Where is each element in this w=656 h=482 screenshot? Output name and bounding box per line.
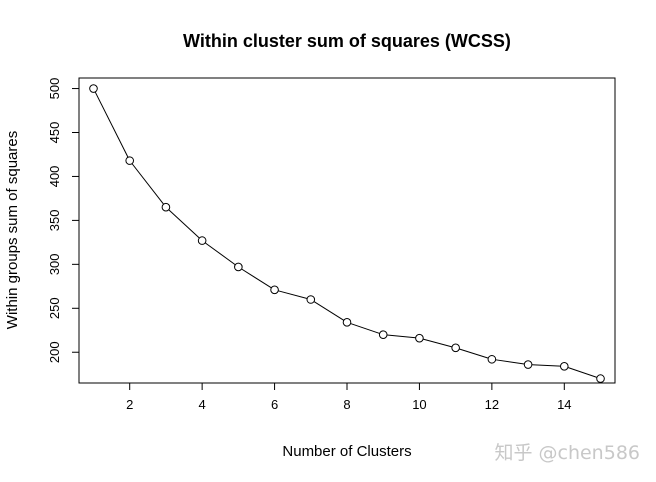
series-segment: [495, 359, 525, 365]
x-tick-label: 10: [412, 397, 426, 412]
series-segment: [278, 290, 308, 300]
watermark: 知乎 @chen586: [494, 442, 640, 464]
x-tick-label: 8: [343, 397, 350, 412]
data-point: [451, 343, 460, 353]
x-tick-label: 14: [557, 397, 571, 412]
data-point: [197, 236, 207, 245]
series-segment: [204, 242, 236, 266]
data-point: [342, 318, 352, 327]
plot-frame: [78, 77, 616, 384]
y-tick-label: 500: [47, 78, 62, 100]
series-segment: [459, 348, 489, 359]
y-tick-label: 450: [47, 122, 62, 144]
data-point: [596, 374, 605, 383]
y-axis: 200 250 300 350 400 450 500: [47, 78, 79, 363]
y-tick-label: 350: [47, 210, 62, 232]
series-segment: [422, 338, 453, 348]
data-point: [270, 285, 279, 295]
data-point: [161, 202, 171, 212]
series-segment: [313, 301, 345, 321]
y-tick-label: 300: [47, 253, 62, 275]
data-point: [523, 360, 533, 369]
x-tick-label: 12: [485, 397, 499, 412]
data-point: [559, 361, 569, 371]
series-segment: [241, 268, 272, 289]
data-point: [125, 156, 135, 165]
chart-title: Within cluster sum of squares (WCSS): [183, 31, 511, 51]
y-tick-label: 200: [47, 341, 62, 363]
data-point: [415, 333, 424, 343]
data-point: [89, 84, 98, 93]
series-segment: [350, 323, 380, 334]
y-axis-label: Within groups sum of squares: [4, 131, 21, 329]
data-point: [234, 262, 243, 272]
y-tick-label: 250: [47, 297, 62, 319]
data-point: [487, 354, 497, 364]
x-tick-label: 4: [199, 397, 206, 412]
series-segment: [567, 367, 598, 378]
x-axis: 2 4 6 8 10 12 14: [126, 383, 572, 412]
series-segment: [131, 163, 164, 205]
x-tick-label: 6: [271, 397, 278, 412]
series-segment: [168, 209, 200, 239]
series-segment: [386, 334, 416, 339]
x-axis-label: Number of Clusters: [282, 443, 411, 460]
y-tick-label: 400: [47, 166, 62, 188]
data-point: [306, 295, 316, 304]
series-segment: [531, 364, 561, 367]
series-wcss: [89, 84, 605, 383]
x-tick-label: 2: [126, 397, 133, 412]
data-point: [378, 330, 388, 339]
series-segment: [94, 91, 129, 158]
